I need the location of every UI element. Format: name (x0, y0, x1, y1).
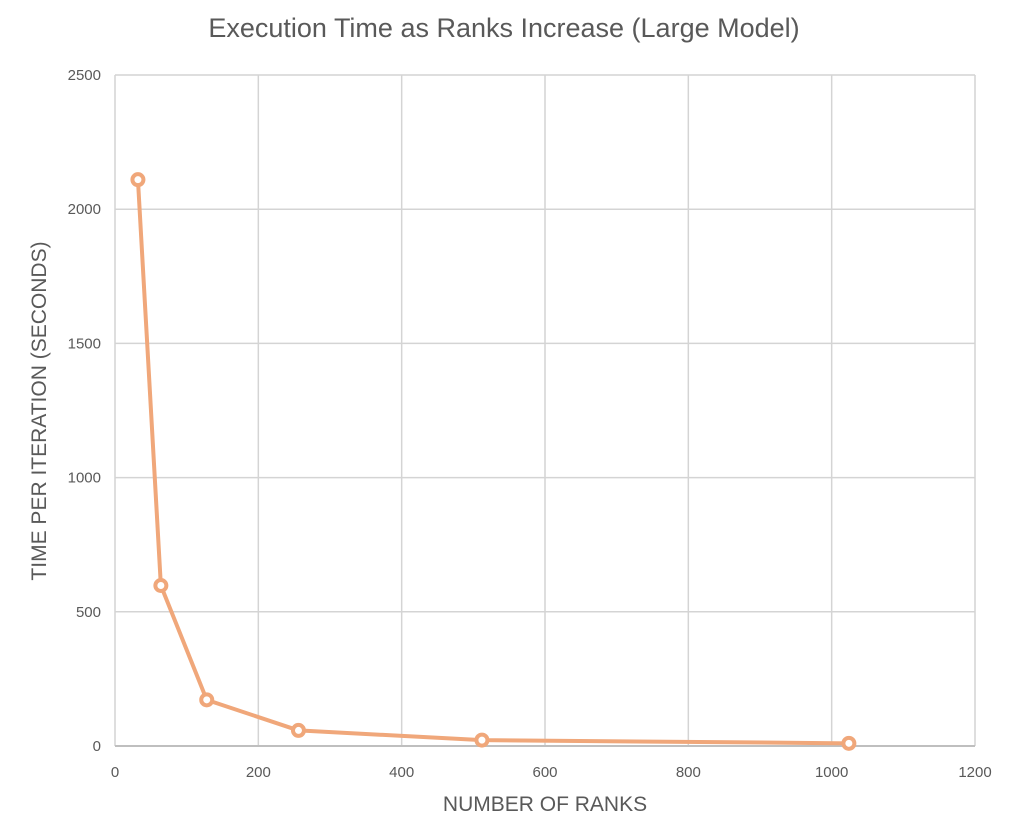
x-tick-label: 800 (676, 764, 701, 781)
series (130, 172, 857, 751)
x-tick-label: 200 (246, 764, 271, 781)
x-tick-label: 1200 (958, 764, 991, 781)
chart-title: Execution Time as Ranks Increase (Large … (208, 13, 799, 43)
x-tick-label: 0 (111, 764, 119, 781)
data-point (841, 735, 857, 751)
data-point (199, 692, 215, 708)
y-tick-label: 0 (93, 738, 101, 755)
data-point (130, 172, 146, 188)
data-point (474, 732, 490, 748)
data-point (290, 722, 306, 738)
y-axis-label: TIME PER ITERATION (SECONDS) (28, 241, 51, 580)
x-axis-label: NUMBER OF RANKS (443, 793, 647, 816)
y-tick-label: 1000 (68, 470, 101, 487)
y-tick-label: 500 (76, 604, 101, 621)
x-tick-label: 1000 (815, 764, 848, 781)
y-tick-label: 1500 (68, 335, 101, 352)
grid (114, 74, 976, 747)
y-tick-label: 2000 (68, 201, 101, 218)
tick-labels: 0 500 1000 1500 2000 2500 0 200 400 600 800 1000 120… (68, 67, 992, 781)
data-point (153, 577, 169, 593)
series-line (135, 179, 849, 746)
x-tick-label: 600 (532, 764, 557, 781)
y-tick-label: 2500 (68, 67, 101, 84)
x-tick-label: 400 (389, 764, 414, 781)
